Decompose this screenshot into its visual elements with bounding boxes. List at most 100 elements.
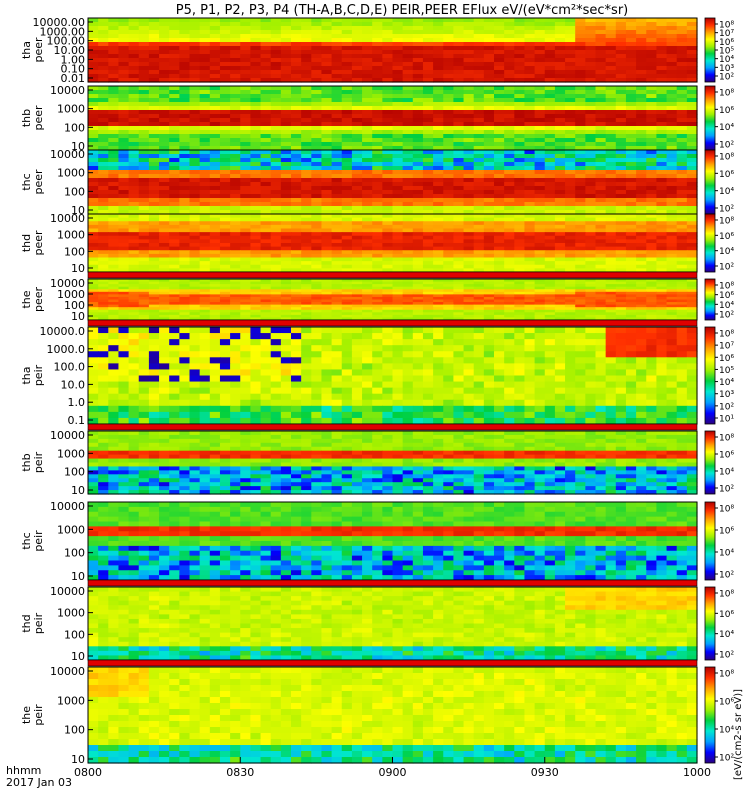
heatmap-cell [169, 150, 180, 155]
heatmap-cell [605, 38, 617, 43]
heatmap-cell [625, 327, 637, 334]
heatmap-cell [209, 268, 221, 273]
heatmap-cell [311, 291, 323, 295]
heatmap-cell [666, 309, 678, 313]
heatmap-cell [98, 122, 109, 127]
heatmap-cell [412, 210, 424, 215]
heatmap-cell [362, 30, 373, 35]
heatmap-cell [575, 22, 586, 27]
heatmap-cell [585, 289, 597, 293]
y-tick-label: 100 [64, 185, 85, 198]
heatmap-cell [514, 286, 526, 290]
heatmap-cell [88, 66, 99, 71]
heatmap-cell [433, 327, 444, 334]
heatmap-cell [494, 114, 505, 119]
heatmap-cell [433, 102, 444, 107]
heatmap-cell [108, 170, 120, 175]
heatmap-cell [169, 243, 180, 248]
heatmap-cell [148, 178, 160, 183]
heatmap-cell [483, 126, 495, 131]
heatmap-cell [615, 74, 627, 79]
heatmap-cell [656, 307, 668, 311]
heatmap-cell [625, 307, 637, 311]
heatmap-cell [412, 327, 424, 334]
heatmap-cell [138, 194, 150, 199]
heatmap-cell [585, 279, 597, 283]
heatmap-cell [433, 264, 444, 269]
heatmap-cell [504, 134, 515, 139]
heatmap-cell [230, 202, 241, 207]
heatmap-cell [301, 78, 312, 83]
heatmap-cell [544, 166, 556, 171]
heatmap-cell [169, 74, 180, 79]
heatmap-cell [311, 46, 323, 51]
heatmap-cell [646, 30, 657, 35]
heatmap-cell [250, 312, 262, 316]
heatmap-cell [514, 142, 526, 147]
heatmap-cell [199, 166, 211, 171]
heatmap-cell [615, 110, 627, 115]
heatmap-cell [676, 214, 688, 219]
heatmap-cell [605, 268, 617, 273]
heatmap-cell [240, 130, 251, 135]
heatmap-cell [392, 202, 404, 207]
heatmap-cell [311, 224, 323, 230]
heatmap-cell [291, 289, 302, 293]
heatmap-cell [554, 302, 566, 306]
heatmap-cell [412, 98, 424, 103]
heatmap-cell [544, 284, 556, 288]
heatmap-cell [646, 22, 657, 27]
heatmap-cell [585, 126, 597, 131]
heatmap-cell [554, 114, 566, 119]
heatmap-cell [524, 94, 536, 99]
heatmap-cell [463, 257, 475, 262]
heatmap-cell [625, 186, 637, 191]
colorbar-tick-label: 10⁸ [719, 217, 734, 227]
heatmap-cell [128, 206, 140, 211]
heatmap-cell [524, 186, 536, 191]
heatmap-cell [433, 291, 444, 295]
heatmap-cell [625, 22, 637, 27]
heatmap-cell [311, 50, 323, 55]
heatmap-cell [250, 58, 262, 63]
heatmap-cell [128, 166, 140, 171]
heatmap-cell [504, 178, 515, 183]
heatmap-cell [311, 327, 323, 334]
heatmap-cell [219, 178, 231, 183]
heatmap-cell [351, 130, 363, 135]
heatmap-cell [656, 268, 668, 273]
heatmap-cell [666, 26, 678, 31]
heatmap-cell [148, 299, 160, 303]
heatmap-cell [585, 138, 597, 143]
heatmap-cell [138, 174, 150, 179]
heatmap-cell [575, 202, 586, 207]
heatmap-cell [412, 178, 424, 183]
heatmap-cell [422, 126, 434, 131]
heatmap-cell [615, 154, 627, 159]
heatmap-cell [321, 312, 333, 316]
heatmap-cell [656, 38, 668, 43]
heatmap-cell [686, 98, 698, 103]
heatmap-cell [463, 150, 475, 155]
heatmap-cell [118, 210, 130, 215]
heatmap-cell [230, 86, 241, 91]
heatmap-cell [636, 299, 647, 303]
heatmap-cell [311, 26, 323, 31]
heatmap-cell [585, 317, 597, 321]
heatmap-cell [504, 309, 515, 313]
heatmap-cell [636, 58, 647, 63]
heatmap-cell [260, 54, 272, 59]
heatmap-cell [544, 74, 556, 79]
heatmap-cell [128, 304, 140, 308]
heatmap-cell [433, 42, 444, 47]
heatmap-cell [270, 253, 282, 259]
heatmap-cell [189, 317, 201, 321]
heatmap-cell [422, 224, 434, 230]
heatmap-cell [412, 190, 424, 195]
heatmap-cell [301, 62, 312, 67]
heatmap-cell [260, 22, 272, 27]
heatmap-cell [402, 90, 414, 95]
heatmap-cell [351, 138, 363, 143]
heatmap-cell [260, 90, 272, 95]
heatmap-cell [128, 309, 140, 313]
